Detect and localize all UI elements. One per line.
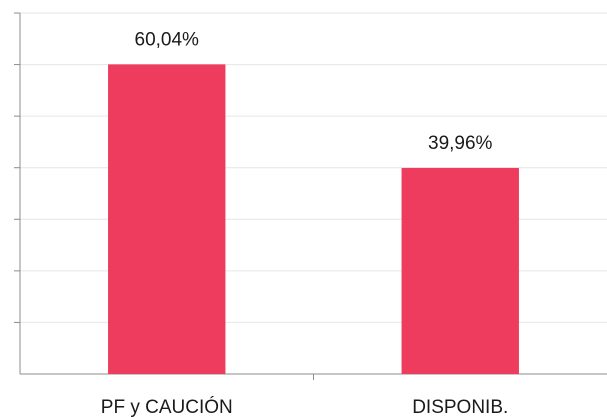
bars <box>108 64 519 374</box>
bar-1 <box>108 64 226 374</box>
data-labels: 60,04% 39,96% <box>135 29 493 154</box>
data-label-1: 60,04% <box>135 29 200 50</box>
data-label-2: 39,96% <box>428 133 493 154</box>
category-label-1: PF y CAUCIÓN <box>101 396 233 417</box>
category-label-2: DISPONIB. <box>412 397 508 417</box>
bar-2 <box>401 167 519 374</box>
category-labels: PF y CAUCIÓN DISPONIB. <box>101 396 509 417</box>
